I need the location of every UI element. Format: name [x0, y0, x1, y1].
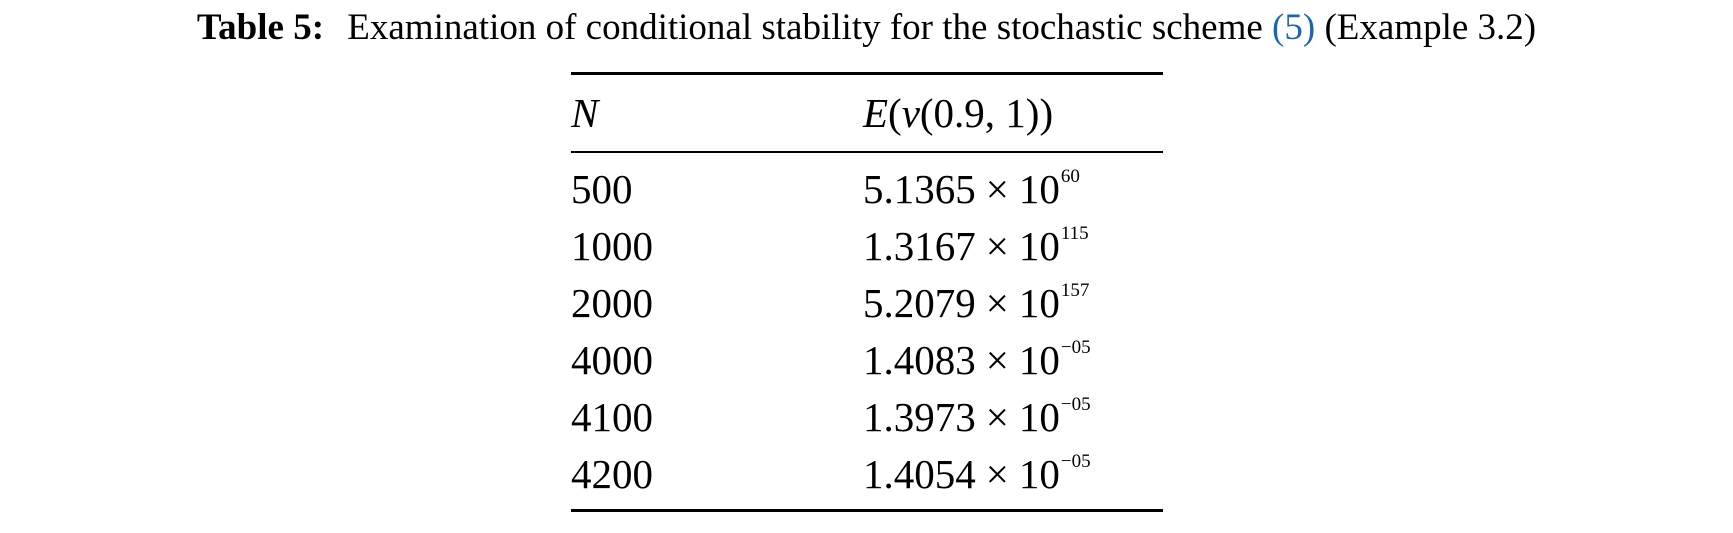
times-sign: ×	[985, 223, 1009, 269]
mantissa: 5.1365	[863, 166, 976, 212]
times-sign: ×	[985, 394, 1009, 440]
times-sign: ×	[985, 337, 1009, 383]
table-row: 4200 1.4054 × 10−05	[571, 446, 1163, 509]
cell-n: 1000	[571, 223, 653, 269]
table-row: 2000 5.2079 × 10157	[571, 275, 1163, 332]
top-rule	[571, 72, 1163, 75]
cell-expectation: 5.1365 × 1060	[863, 153, 1163, 218]
header-n: N	[571, 90, 599, 136]
cell-n: 500	[571, 166, 633, 212]
times-sign: ×	[985, 280, 1009, 326]
times-sign: ×	[985, 166, 1009, 212]
base: 10	[1018, 451, 1060, 497]
base: 10	[1018, 166, 1060, 212]
cell-expectation: 1.3167 × 10115	[863, 218, 1163, 275]
exponent: 115	[1060, 223, 1089, 245]
mantissa: 5.2079	[863, 280, 976, 326]
results-table: N E(v(0.9, 1)) 500 5.1365 × 1060 1000 1.31…	[571, 72, 1163, 512]
times-sign: ×	[985, 451, 1009, 497]
cell-n: 4100	[571, 394, 653, 440]
mantissa: 1.4054	[863, 451, 976, 497]
exponent: 60	[1060, 166, 1080, 188]
cell-expectation: 5.2079 × 10157	[863, 275, 1163, 332]
base: 10	[1018, 280, 1060, 326]
mantissa: 1.3973	[863, 394, 976, 440]
cell-n: 2000	[571, 280, 653, 326]
caption-label: Table 5:	[196, 7, 325, 48]
exponent: 157	[1060, 280, 1090, 302]
mantissa: 1.3167	[863, 223, 976, 269]
caption-text: Examination of conditional stability for…	[347, 7, 1263, 48]
table-caption: Table 5: Examination of conditional stab…	[0, 0, 1733, 64]
caption-suffix: (Example 3.2)	[1324, 7, 1537, 48]
mantissa: 1.4083	[863, 337, 976, 383]
table-row: 500 5.1365 × 1060	[571, 153, 1163, 218]
equation-reference-link[interactable]: (5)	[1272, 7, 1316, 48]
header-rule	[571, 151, 1163, 153]
exponent: −05	[1060, 337, 1091, 359]
cell-expectation: 1.3973 × 10−05	[863, 389, 1163, 446]
header-row: N E(v(0.9, 1))	[571, 75, 1163, 151]
cell-expectation: 1.4083 × 10−05	[863, 332, 1163, 389]
exponent: −05	[1060, 451, 1091, 473]
header-expectation: E(v(0.9, 1))	[863, 90, 1054, 136]
cell-n: 4000	[571, 337, 653, 383]
base: 10	[1018, 337, 1060, 383]
stability-table-body: 500 5.1365 × 1060 1000 1.3167 × 10115 2000 5…	[571, 153, 1163, 509]
table-row: 4000 1.4083 × 10−05	[571, 332, 1163, 389]
table-row: 4100 1.3973 × 10−05	[571, 389, 1163, 446]
table-row: 1000 1.3167 × 10115	[571, 218, 1163, 275]
bottom-rule	[571, 509, 1163, 512]
exponent: −05	[1060, 394, 1091, 416]
cell-expectation: 1.4054 × 10−05	[863, 446, 1163, 509]
stability-table: N E(v(0.9, 1))	[571, 75, 1163, 151]
base: 10	[1018, 394, 1060, 440]
base: 10	[1018, 223, 1060, 269]
cell-n: 4200	[571, 451, 653, 497]
